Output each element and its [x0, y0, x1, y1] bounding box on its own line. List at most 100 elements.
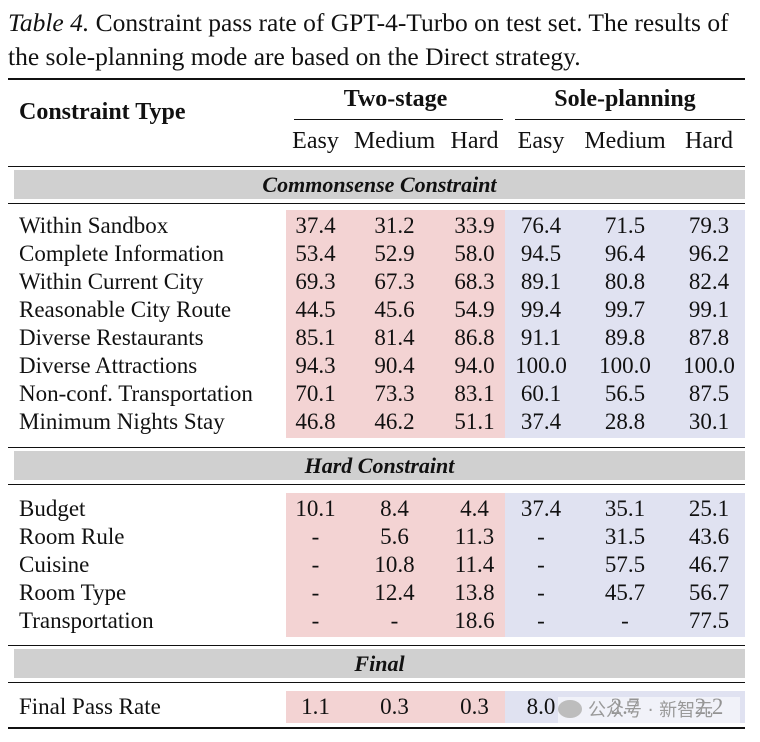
- table-cell: 0.3: [460, 694, 489, 719]
- table-cell: 51.1: [454, 409, 495, 434]
- table-cell: 45.7: [604, 580, 646, 605]
- table-row: Room Rule - 5.6 11.3 - 31.5 43.6: [0, 523, 760, 551]
- table-cell: 89.8: [604, 325, 646, 350]
- table-cell: 58.0: [454, 241, 495, 266]
- table-cell: -: [311, 524, 320, 549]
- table-cell: -: [537, 608, 545, 633]
- row-label: Minimum Nights Stay: [19, 409, 225, 434]
- header-sole-planning: Sole-planning: [554, 86, 696, 112]
- table-cell: 8.0: [526, 694, 556, 719]
- sole-planning-shading: [505, 493, 745, 637]
- table-row: Complete Information 53.4 52.9 58.0 94.5 96.4…: [0, 240, 760, 268]
- table-cell: 37.4: [520, 409, 562, 434]
- header-constraint-type: Constraint Type: [19, 99, 186, 125]
- sole-planning-shading: [505, 210, 745, 438]
- table-cell: 46.2: [374, 409, 415, 434]
- row-label: Diverse Attractions: [19, 353, 198, 378]
- table-cell: 13.8: [454, 580, 495, 605]
- table-cell: 12.4: [374, 580, 415, 605]
- table-cell: 94.3: [295, 353, 336, 378]
- table-cell: -: [311, 552, 320, 577]
- table-cell: -: [311, 580, 320, 605]
- table-row: Within Sandbox 37.4 31.2 33.9 76.4 71.5 79.3: [0, 212, 760, 240]
- table-cell: 81.4: [374, 325, 415, 350]
- table-cell: 69.3: [295, 269, 336, 294]
- table-cell: 96.2: [688, 241, 730, 266]
- table-cell: 31.2: [374, 213, 415, 238]
- header-two-stage: Two-stage: [343, 86, 448, 112]
- table-cell: 5.6: [380, 524, 409, 549]
- table-cell: 11.4: [454, 552, 495, 577]
- table-cell: 35.1: [604, 496, 646, 521]
- section-rule: [8, 447, 745, 448]
- table-cell: 89.1: [520, 269, 562, 294]
- table-cell: 10.1: [295, 496, 336, 521]
- section-rule: [8, 166, 745, 167]
- table-cell: 37.4: [295, 213, 336, 238]
- table-cell: 71.5: [604, 213, 646, 238]
- row-label: Room Rule: [19, 524, 125, 549]
- table-cell: 90.4: [374, 353, 415, 378]
- table-row: Room Type - 12.4 13.8 - 45.7 56.7: [0, 579, 760, 607]
- row-label: Within Current City: [19, 269, 204, 294]
- table-cell: 99.7: [604, 297, 646, 322]
- subheader-medium: Medium: [584, 128, 666, 154]
- table-cell: 43.6: [688, 524, 730, 549]
- table-cell: 85.1: [295, 325, 336, 350]
- table-cell: 11.3: [454, 524, 495, 549]
- two-stage-underline: [294, 119, 503, 120]
- table-cell: 54.9: [454, 297, 495, 322]
- table-cell: 91.1: [520, 325, 562, 350]
- table-cell: 8.4: [380, 496, 409, 521]
- table-cell: 82.4: [688, 269, 730, 294]
- table-cell: -: [537, 552, 545, 577]
- table-cell: 99.4: [520, 297, 562, 322]
- table-cell: 46.7: [688, 552, 730, 577]
- row-label: Non-conf. Transportation: [19, 381, 253, 406]
- table-cell: 94.0: [454, 353, 495, 378]
- table-cell: 44.5: [295, 297, 336, 322]
- table-cell: 86.8: [454, 325, 495, 350]
- table-cell: 31.5: [604, 524, 646, 549]
- table-cell: 30.1: [688, 409, 730, 434]
- two-stage-shading: [286, 691, 505, 723]
- row-label: Reasonable City Route: [19, 297, 232, 322]
- table-cell: 28.8: [604, 409, 646, 434]
- section-rule: [8, 645, 745, 646]
- table-cell: 70.1: [295, 381, 336, 406]
- table-cell: 99.1: [688, 297, 730, 322]
- bottom-rule: [8, 727, 745, 729]
- table-cell: 87.5: [688, 381, 730, 406]
- table-row: Transportation - - 18.6 - - 77.5: [0, 607, 760, 635]
- subheader-easy: Easy: [517, 128, 565, 154]
- table-cell: 56.5: [604, 381, 646, 406]
- table-row: Within Current City 69.3 67.3 68.3 89.1 80.8 8…: [0, 268, 760, 296]
- table-row: Cuisine - 10.8 11.4 - 57.5 46.7: [0, 551, 760, 579]
- caption-text: Constraint pass rate of GPT-4-Turbo on t…: [8, 8, 729, 71]
- table-cell: 45.6: [374, 297, 415, 322]
- table-cell: 83.1: [454, 381, 495, 406]
- top-rule: [8, 78, 745, 80]
- table-cell: 96.4: [604, 241, 646, 266]
- sole-planning-underline: [515, 119, 745, 120]
- section-final-band: Final: [14, 649, 745, 678]
- table-cell: 79.3: [688, 213, 730, 238]
- table-cell: 100.0: [599, 353, 651, 378]
- row-label: Diverse Restaurants: [19, 325, 204, 350]
- table-cell: 53.4: [295, 241, 336, 266]
- table-cell: 60.1: [520, 381, 562, 406]
- table-cell: 18.6: [454, 608, 495, 633]
- table-row: Minimum Nights Stay 46.8 46.2 51.1 37.4 28.8 3…: [0, 408, 760, 436]
- row-label: Within Sandbox: [19, 213, 169, 238]
- table-cell: 100.0: [515, 353, 567, 378]
- table-cell: 46.8: [295, 409, 336, 434]
- table-cell: 4.4: [460, 496, 489, 521]
- table-cell: 37.4: [520, 496, 562, 521]
- section-commonsense-band: Commonsense Constraint: [14, 170, 745, 199]
- table-cell: 94.5: [520, 241, 562, 266]
- section-rule: [8, 682, 745, 683]
- table-caption: Table 4. Constraint pass rate of GPT-4-T…: [8, 6, 753, 74]
- wechat-icon: [558, 700, 582, 718]
- row-label: Cuisine: [19, 552, 90, 577]
- section-title: Hard Constraint: [304, 453, 455, 478]
